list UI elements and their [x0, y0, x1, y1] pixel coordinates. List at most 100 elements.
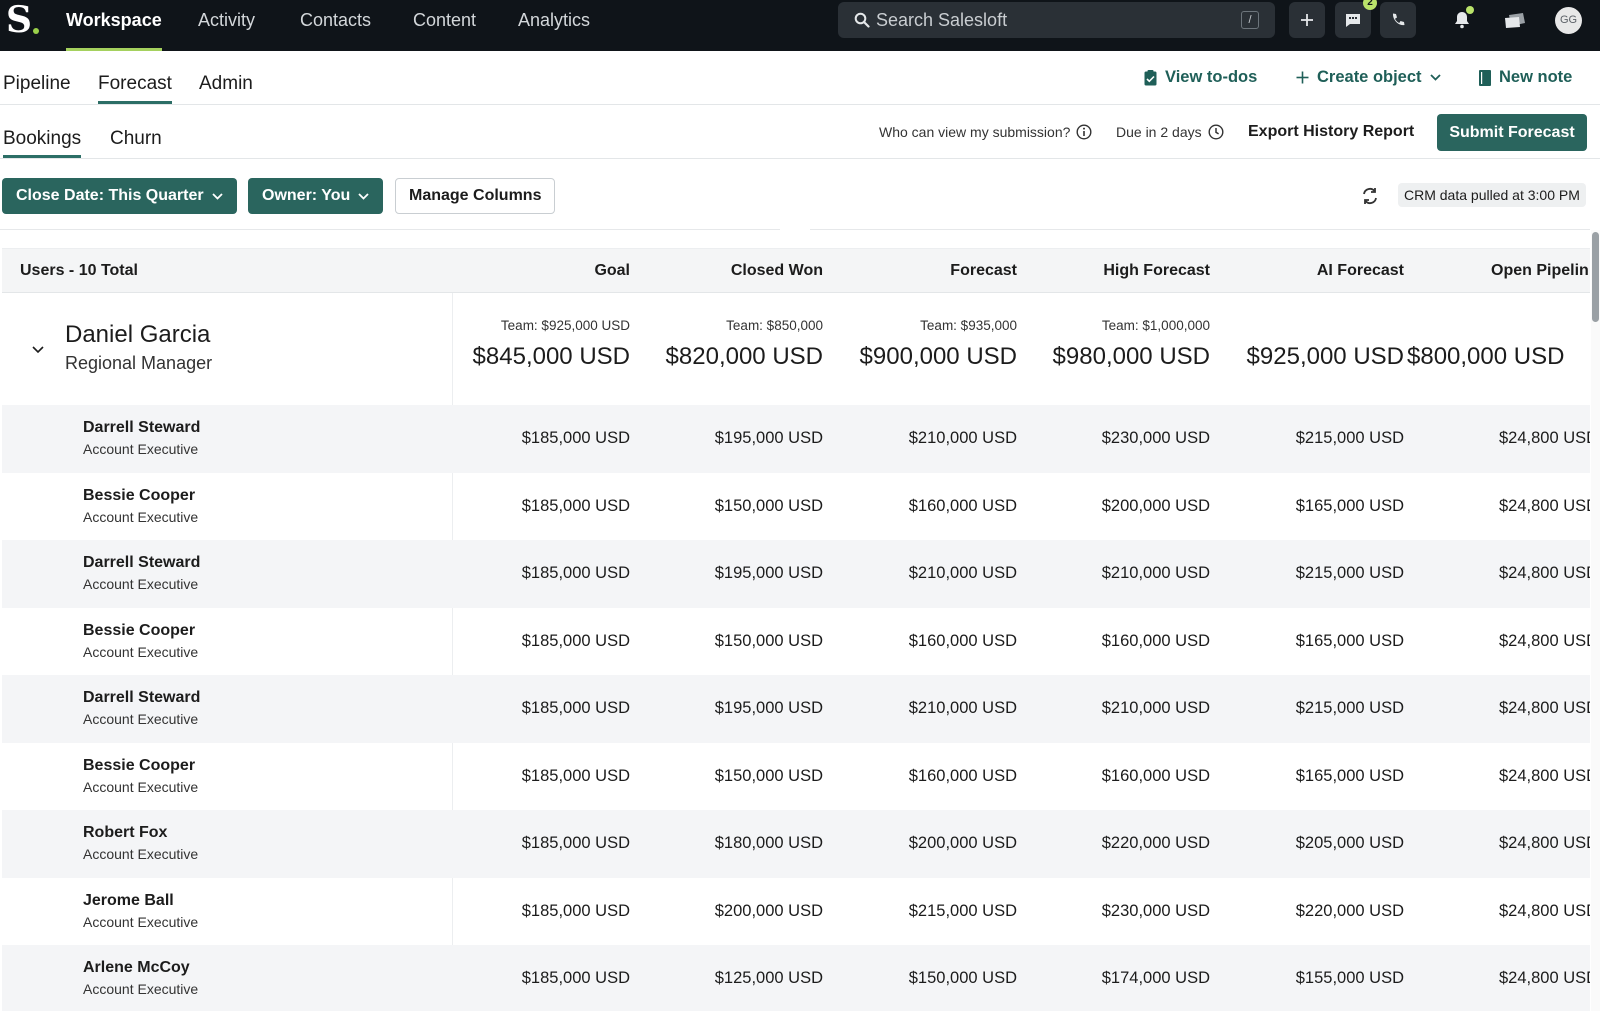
- column-header-closed-won[interactable]: Closed Won: [730, 262, 823, 279]
- value-cell: $200,000 USD: [908, 834, 1017, 852]
- bell-icon: [1455, 12, 1469, 29]
- view-todos-label: View to-dos: [1165, 68, 1258, 86]
- export-history-report-button[interactable]: Export History Report: [1248, 123, 1415, 140]
- table-row[interactable]: Robert Fox Account Executive $185,000 USD $…: [2, 810, 1590, 878]
- table-row[interactable]: Bessie Cooper Account Executive $185,000 U…: [2, 608, 1590, 676]
- column-header-forecast[interactable]: Forecast: [950, 262, 1017, 279]
- column-header-users[interactable]: Users - 10 Total: [20, 262, 138, 279]
- table-row[interactable]: Darrell Steward Account Executive $185,000…: [2, 540, 1590, 608]
- nav-workspace[interactable]: Workspace: [66, 0, 162, 51]
- table-row[interactable]: Darrell Steward Account Executive $185,000…: [2, 405, 1590, 473]
- salesloft-logo[interactable]: S: [6, 0, 40, 40]
- table-row[interactable]: Darrell Steward Account Executive $185,000…: [2, 675, 1590, 743]
- secondary-navigation: Pipeline Forecast Admin View to-dos Crea…: [0, 51, 1600, 105]
- search-input[interactable]: [876, 9, 1236, 31]
- user-name: Bessie Cooper: [83, 621, 196, 639]
- value-cell: $160,000 USD: [1101, 631, 1210, 650]
- new-note-label: New note: [1499, 68, 1573, 86]
- column-header-goal[interactable]: Goal: [594, 262, 630, 279]
- tab-churn[interactable]: Churn: [110, 128, 162, 149]
- user-name: Jerome Ball: [83, 891, 174, 909]
- user-name: Bessie Cooper: [83, 486, 196, 504]
- value-cell: $185,000 USD: [521, 631, 630, 650]
- due-label: Due in 2 days: [1116, 124, 1202, 140]
- manager-high-forecast-cell: Team: $1,000,000 $980,000 USD: [1020, 318, 1210, 371]
- new-note-button[interactable]: New note: [1479, 68, 1572, 87]
- team-value: [1214, 318, 1404, 338]
- value-cell: $210,000 USD: [1101, 699, 1210, 717]
- value-cell: $215,000 USD: [1295, 564, 1404, 582]
- notification-dot: [1466, 6, 1474, 14]
- chevron-down-icon[interactable]: [30, 341, 46, 357]
- add-button[interactable]: [1289, 2, 1325, 38]
- refresh-icon[interactable]: [1360, 186, 1380, 206]
- visibility-info[interactable]: Who can view my submission?: [879, 124, 1092, 140]
- chat-icon: [1346, 14, 1360, 27]
- team-value: Team: $850,000: [726, 318, 823, 333]
- value-cell: $220,000 USD: [1295, 901, 1404, 920]
- manager-ai-forecast-cell: $925,000 USD: [1214, 318, 1404, 371]
- value-cell: $185,000 USD: [521, 766, 630, 785]
- messages-button[interactable]: 2: [1335, 0, 1377, 38]
- user-name: Robert Fox: [83, 824, 168, 841]
- submit-forecast-button[interactable]: Submit Forecast: [1437, 114, 1587, 151]
- table-row[interactable]: Jerome Ball Account Executive $185,000 USD…: [2, 878, 1590, 946]
- section-divider: [0, 229, 780, 230]
- value-cell: $155,000 USD: [1295, 969, 1404, 987]
- table-row[interactable]: Arlene McCoy Account Executive $185,000 US…: [2, 945, 1590, 1011]
- forecast-type-tabs: Bookings Churn Who can view my submissio…: [0, 105, 1600, 159]
- close-date-filter[interactable]: Close Date: This Quarter: [2, 178, 237, 214]
- tab-forecast[interactable]: Forecast: [98, 73, 172, 104]
- tab-pipeline[interactable]: Pipeline: [3, 73, 71, 94]
- value-cell: $185,000 USD: [521, 969, 630, 987]
- user-role: Account Executive: [83, 643, 199, 660]
- create-object-menu[interactable]: Create object: [1296, 68, 1441, 87]
- owner-filter[interactable]: Owner: You: [248, 178, 384, 214]
- filter-bar: Close Date: This Quarter Owner: You Mana…: [0, 160, 1600, 230]
- value-cell: $215,000 USD: [1295, 699, 1404, 717]
- tab-admin[interactable]: Admin: [199, 73, 253, 94]
- team-value: [1407, 318, 1590, 338]
- phone-button[interactable]: [1380, 2, 1416, 38]
- section-divider: [810, 229, 1590, 230]
- value-cell: $165,000 USD: [1295, 496, 1404, 515]
- user-name: Arlene McCoy: [83, 959, 190, 976]
- manager-forecast-cell: Team: $935,000 $900,000 USD: [827, 318, 1017, 371]
- value-cell: $185,000 USD: [521, 496, 630, 515]
- table-header: Users - 10 Total Goal Closed Won Forecas…: [2, 248, 1590, 293]
- chevron-down-icon: [358, 192, 369, 200]
- crm-sync-status: CRM data pulled at 3:00 PM: [1398, 183, 1586, 207]
- table-row[interactable]: Bessie Cooper Account Executive $185,000 U…: [2, 473, 1590, 541]
- value-cell: $210,000 USD: [908, 564, 1017, 582]
- manage-columns-button[interactable]: Manage Columns: [395, 178, 556, 214]
- manager-value: $820,000 USD: [665, 343, 823, 370]
- table-row[interactable]: Bessie Cooper Account Executive $185,000 U…: [2, 743, 1590, 811]
- vertical-scrollbar[interactable]: [1591, 230, 1600, 1011]
- scrollbar-thumb[interactable]: [1592, 232, 1599, 322]
- view-todos-link[interactable]: View to-dos: [1144, 68, 1257, 87]
- notifications-button[interactable]: [1450, 6, 1474, 32]
- global-search[interactable]: /: [838, 2, 1275, 38]
- messages-badge: 2: [1363, 0, 1377, 10]
- nav-content[interactable]: Content: [413, 10, 477, 30]
- manager-row[interactable]: Daniel Garcia Regional Manager Team: $92…: [2, 293, 1590, 405]
- user-name: Bessie Cooper: [83, 756, 196, 774]
- apps-button[interactable]: [1503, 8, 1527, 32]
- user-avatar[interactable]: GG: [1555, 7, 1582, 34]
- user-role: Account Executive: [83, 778, 199, 795]
- value-cell: $200,000 USD: [714, 901, 823, 920]
- column-header-high-forecast[interactable]: High Forecast: [1103, 262, 1210, 279]
- team-value: Team: $925,000 USD: [500, 318, 630, 333]
- nav-contacts[interactable]: Contacts: [300, 10, 372, 30]
- column-header-open-pipeline[interactable]: Open Pipelin: [1491, 262, 1589, 279]
- tab-bookings[interactable]: Bookings: [3, 128, 82, 158]
- value-cell: $195,000 USD: [714, 429, 823, 447]
- column-header-ai-forecast[interactable]: AI Forecast: [1316, 262, 1404, 279]
- value-cell: $220,000 USD: [1101, 834, 1210, 852]
- nav-analytics[interactable]: Analytics: [518, 10, 591, 30]
- user-role: Account Executive: [83, 981, 199, 997]
- notebook-icon: [1479, 69, 1491, 86]
- nav-activity[interactable]: Activity: [198, 10, 256, 30]
- value-cell: $160,000 USD: [1101, 766, 1210, 785]
- top-navigation: S Workspace Activity Contacts Content An…: [0, 0, 1600, 51]
